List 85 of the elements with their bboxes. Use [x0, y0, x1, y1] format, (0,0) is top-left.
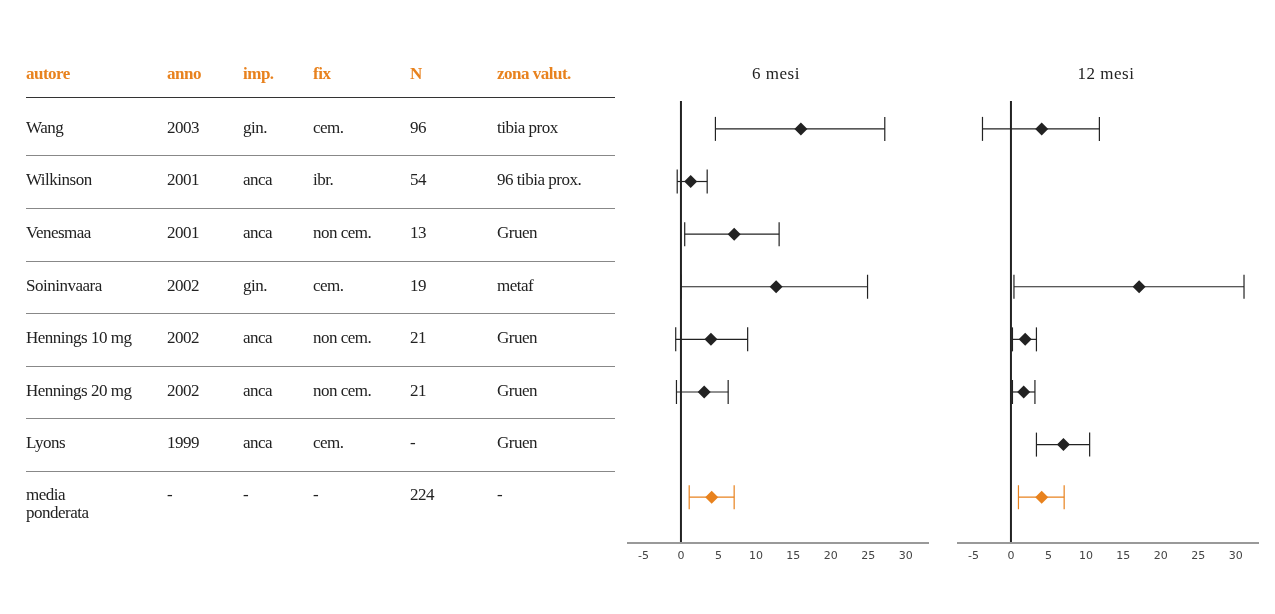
text: gin. — [243, 118, 268, 137]
text: cem. — [313, 433, 345, 452]
text: anca — [243, 223, 274, 242]
chart-title: 12 mesi — [1076, 64, 1136, 84]
point — [1056, 438, 1070, 452]
chart-title: 6 mesi — [751, 64, 801, 84]
text: Hennings 10 mg — [26, 328, 133, 347]
text: - — [497, 485, 504, 504]
text: anca — [243, 170, 274, 189]
x-tick-label: 20 — [823, 548, 838, 562]
text: 96 tibia prox. — [497, 170, 583, 189]
text: 54 — [410, 170, 428, 189]
text: 13 — [410, 223, 427, 242]
text: ibr. — [313, 170, 335, 189]
point — [1035, 490, 1049, 504]
text: - — [243, 485, 250, 504]
x-tick-label: 5 — [714, 548, 722, 562]
text: Wang — [26, 118, 65, 137]
x-tick-label: 0 — [677, 548, 685, 562]
text: gin. — [243, 276, 268, 295]
text: tibia prox — [497, 118, 559, 137]
point — [705, 490, 719, 504]
text: Lyons — [26, 433, 67, 452]
point — [727, 227, 741, 241]
x-tick-label: 10 — [1078, 548, 1093, 562]
text: - — [167, 485, 174, 504]
text: autore — [26, 64, 71, 83]
text: 2002 — [167, 276, 200, 295]
x-tick-label: 10 — [748, 548, 763, 562]
x-tick-label: 30 — [1228, 548, 1243, 562]
x-tick-label: 25 — [1191, 548, 1206, 562]
x-tick-label: 5 — [1044, 548, 1052, 562]
text: anca — [243, 433, 274, 452]
text: anca — [243, 381, 274, 400]
x-tick-label: 20 — [1153, 548, 1168, 562]
text: Soininvaara — [26, 276, 103, 295]
text: Venesmaa — [26, 223, 92, 242]
text: non cem. — [313, 381, 373, 400]
text: cem. — [313, 118, 345, 137]
text: cem. — [313, 276, 345, 295]
text: fix — [313, 64, 332, 83]
text: Gruen — [497, 328, 538, 347]
text: Hennings 20 mg — [26, 381, 133, 400]
text: 21 — [410, 381, 427, 400]
text: media ponderata — [26, 485, 90, 522]
text: Gruen — [497, 381, 538, 400]
text: N — [410, 64, 423, 83]
text: Wilkinson — [26, 170, 93, 189]
point — [704, 332, 718, 346]
x-tick-label: 15 — [786, 548, 801, 562]
text: 21 — [410, 328, 427, 347]
text: non cem. — [313, 223, 373, 242]
point — [684, 175, 698, 189]
text: 1999 — [167, 433, 200, 452]
point — [1132, 280, 1146, 294]
text: Gruen — [497, 433, 538, 452]
text: anno — [167, 64, 202, 83]
text: 96 — [410, 118, 427, 137]
text: 224 — [410, 485, 436, 504]
x-tick-label: 15 — [1116, 548, 1131, 562]
text: 19 — [410, 276, 427, 295]
text: - — [313, 485, 320, 504]
text: non cem. — [313, 328, 373, 347]
text: 2002 — [167, 381, 200, 400]
text: Gruen — [497, 223, 538, 242]
text: 2003 — [167, 118, 200, 137]
text: 2001 — [167, 170, 200, 189]
point — [1035, 122, 1049, 136]
text: anca — [243, 328, 274, 347]
point — [1017, 385, 1031, 399]
text: metaf — [497, 276, 535, 295]
point — [769, 280, 783, 294]
point — [1018, 332, 1032, 346]
x-tick-label: 25 — [861, 548, 876, 562]
x-tick-label: -5 — [638, 548, 649, 562]
point — [794, 122, 808, 136]
x-tick-label: -5 — [968, 548, 979, 562]
x-tick-label: 30 — [898, 548, 913, 562]
text: zona valut. — [497, 64, 572, 83]
text: 2001 — [167, 223, 200, 242]
text: imp. — [243, 64, 275, 83]
text: - — [410, 433, 417, 452]
x-tick-label: 0 — [1007, 548, 1015, 562]
point — [697, 385, 711, 399]
text: 2002 — [167, 328, 200, 347]
